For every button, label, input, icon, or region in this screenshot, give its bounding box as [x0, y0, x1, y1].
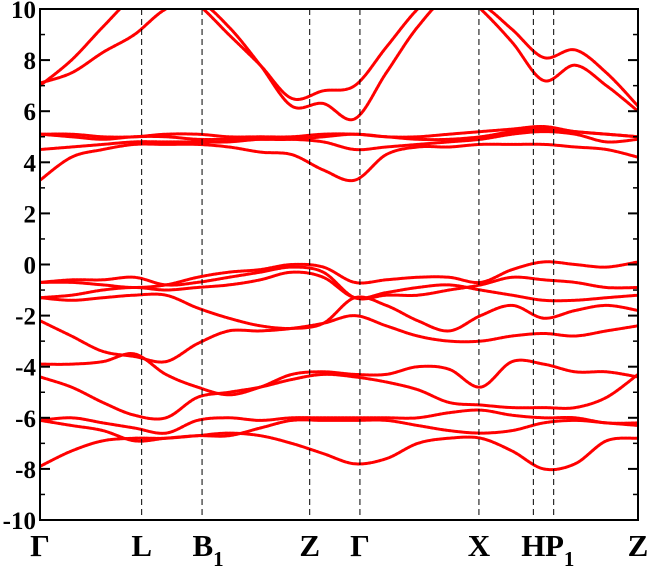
- y-tick-label: 8: [24, 48, 37, 75]
- band-line: [40, 352, 638, 397]
- band-line: [40, 292, 638, 333]
- band-line: [40, 130, 638, 152]
- band-line: [40, 265, 638, 301]
- band-line: [40, 142, 638, 183]
- x-kpoint-subscript: 1: [213, 547, 224, 570]
- y-tick-label: 2: [24, 201, 37, 228]
- x-kpoint-label: Γ: [350, 528, 370, 563]
- y-tick-label: 4: [24, 150, 37, 177]
- plot-frame: [39, 8, 639, 521]
- x-kpoint-label: Γ: [30, 528, 50, 563]
- band-line: [40, 418, 638, 443]
- x-axis: Γ L B1 Z Γ X H P1 Z: [30, 528, 648, 570]
- band-line: [40, 408, 638, 435]
- x-kpoint-label: Z: [299, 528, 320, 563]
- y-axis: -10 -8 -6 -4 -2 0 2 4 6 8 10: [3, 0, 638, 535]
- y-tick-label: -6: [15, 406, 36, 433]
- band-line: [40, 124, 638, 139]
- y-tick-label: -10: [3, 508, 36, 535]
- y-tick-label: 6: [24, 99, 37, 126]
- x-kpoint-label: H: [521, 528, 545, 563]
- x-kpoint-label: P1: [545, 528, 574, 570]
- band-line: [40, 314, 638, 364]
- y-tick-label: -8: [15, 457, 36, 484]
- band-lines: [40, 9, 638, 472]
- x-kpoint-label: L: [131, 528, 152, 563]
- band-line: [40, 431, 638, 472]
- band-line: [40, 9, 638, 113]
- x-kpoint-label: Z: [628, 528, 649, 563]
- y-tick-label: -4: [15, 355, 36, 382]
- band-line: [40, 9, 638, 122]
- x-kpoint-label: X: [468, 528, 491, 563]
- x-kpoint-subscript: 1: [564, 547, 575, 570]
- y-tick-label: -2: [15, 304, 36, 331]
- x-kpoint-label: B1: [192, 528, 223, 570]
- band-line: [40, 260, 638, 290]
- y-tick-label: 10: [11, 0, 36, 24]
- band-line: [40, 372, 638, 421]
- kpoint-separators: [141, 9, 555, 520]
- y-tick-label: 0: [24, 253, 37, 280]
